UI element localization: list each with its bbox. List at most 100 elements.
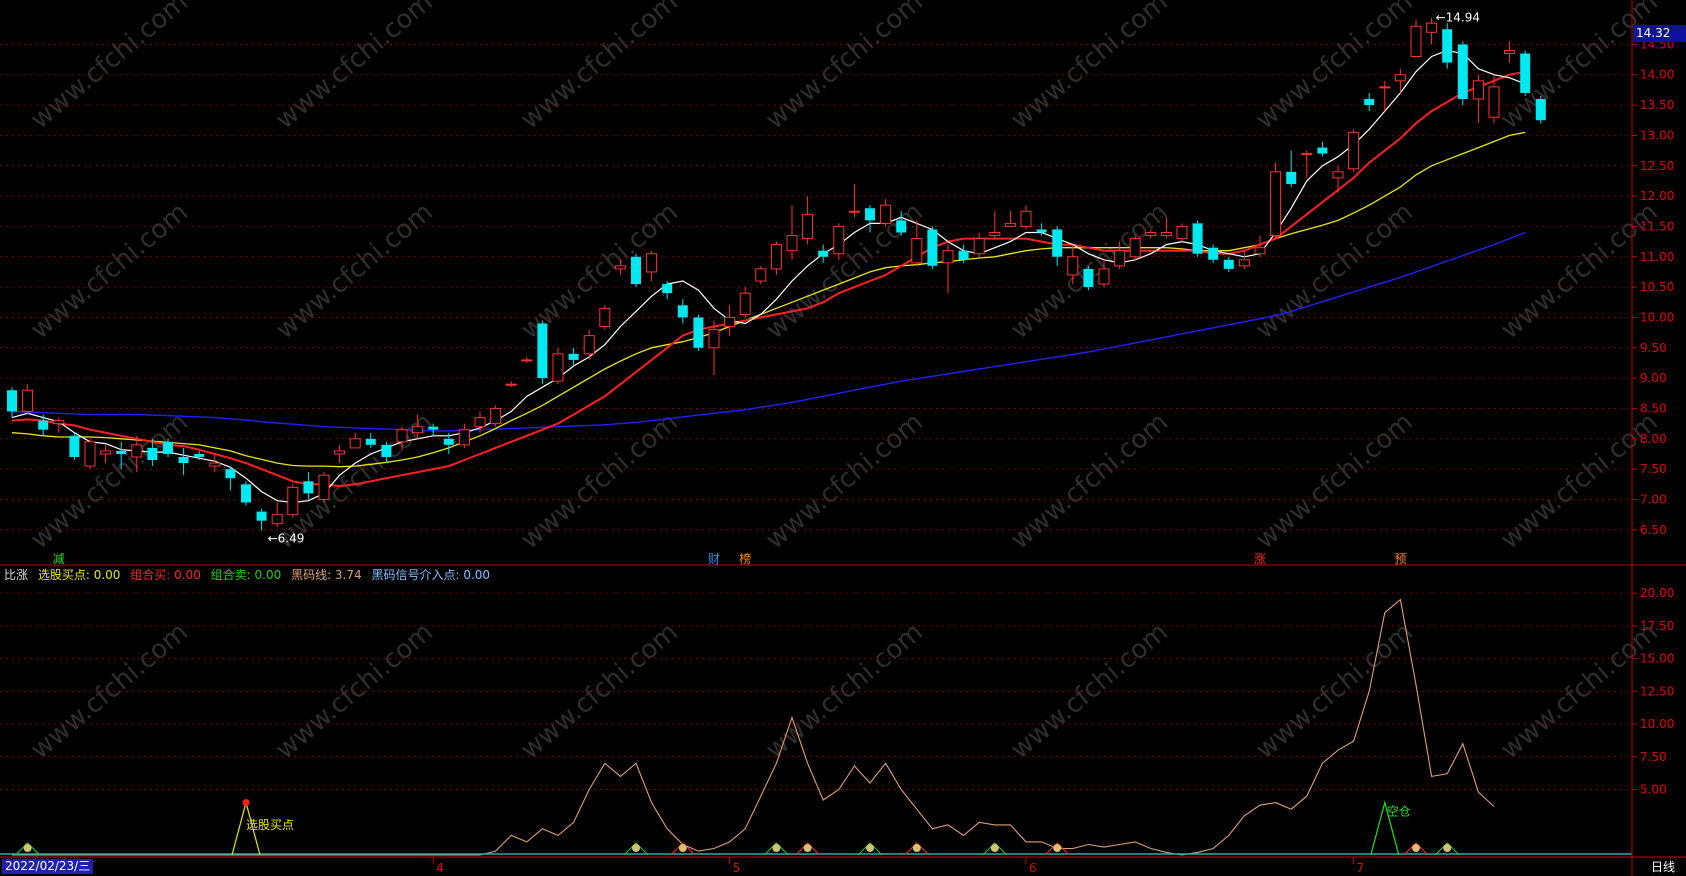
candle-body: [739, 292, 751, 315]
watermark-text: www.cfchi.com: [1005, 0, 1174, 135]
y-tick-label: 10.00: [1640, 717, 1674, 731]
candle-body: [490, 407, 502, 425]
candle: [396, 426, 408, 451]
candle: [802, 196, 814, 245]
watermark-text: www.cfchi.com: [760, 407, 929, 555]
candle-body: [1208, 247, 1219, 260]
candle: [381, 441, 392, 464]
candle-body: [318, 474, 330, 500]
candle-body: [896, 220, 907, 233]
candlesticks[interactable]: [7, 17, 1546, 531]
watermark-text: www.cfchi.com: [270, 0, 439, 135]
watermark-text: www.cfchi.com: [515, 407, 684, 555]
candle: [786, 205, 798, 260]
candle-body: [1176, 225, 1188, 240]
candle: [209, 453, 221, 473]
candle-body: [178, 456, 189, 464]
candle: [1004, 211, 1016, 227]
candle: [739, 287, 751, 318]
candle: [241, 481, 251, 506]
y-tick-label: 17.50: [1640, 619, 1674, 633]
event-marker: 涨: [1254, 551, 1266, 566]
candle: [1114, 241, 1126, 269]
candle-body: [1488, 86, 1500, 118]
y-tick-label: 9.00: [1640, 371, 1667, 385]
candle-body: [942, 250, 954, 264]
candle-body: [1052, 229, 1063, 257]
candle: [1535, 95, 1546, 124]
moving-average-lines: [11, 49, 1526, 504]
candle: [7, 387, 17, 418]
black-code-line: [12, 598, 1495, 856]
candle: [1332, 165, 1344, 194]
y-tick-label: 5.00: [1640, 783, 1667, 797]
indicator-markers: 选股买点 空仓: [15, 799, 1460, 856]
candle: [989, 211, 1001, 239]
candle: [1504, 41, 1516, 63]
event-marker: 榜: [739, 551, 751, 566]
empty-position-label: 空仓: [1387, 805, 1411, 819]
price-markers: ←6.49 ←14.94 减 财 榜 涨 预: [53, 11, 1480, 566]
candle: [537, 320, 548, 385]
candle: [1020, 205, 1032, 230]
price-grid: [0, 43, 1632, 531]
candle-body: [833, 225, 845, 255]
candle: [1286, 150, 1297, 187]
candle: [428, 423, 439, 436]
candle: [1254, 235, 1266, 257]
watermark-text: www.cfchi.com: [515, 0, 684, 135]
x-tick-label: 4: [436, 861, 444, 875]
candle-body: [1098, 268, 1110, 285]
candle-body: [786, 235, 798, 252]
candle-body: [22, 389, 34, 412]
candle: [1301, 150, 1313, 178]
candle-body: [194, 453, 205, 457]
candle: [38, 414, 49, 436]
candle-body: [818, 250, 829, 257]
candle: [194, 450, 205, 461]
candle: [1426, 17, 1438, 45]
candle-body: [69, 435, 80, 457]
signal-triangle: [1044, 842, 1070, 856]
candle-body: [1504, 49, 1516, 55]
candle: [365, 432, 376, 448]
candle-body: [646, 253, 658, 273]
ma10-line: [11, 70, 1526, 488]
candle-body: [1364, 99, 1375, 106]
y-tick-label: 7.00: [1640, 492, 1667, 506]
buy-point-dot: [242, 799, 250, 807]
candle-body: [1192, 223, 1203, 254]
candle-body: [755, 268, 767, 282]
candle: [599, 305, 611, 330]
candle: [646, 250, 658, 282]
candle-body: [1067, 256, 1079, 276]
candle-body: [1535, 99, 1546, 121]
money-bag-icon: [1412, 844, 1420, 852]
candle-body: [865, 208, 875, 221]
y-tick-label: 13.00: [1640, 128, 1674, 142]
candle: [1052, 226, 1063, 266]
y-tick-label: 14.00: [1640, 68, 1674, 82]
candle-body: [428, 426, 439, 430]
candle: [271, 502, 283, 527]
candle-body: [287, 486, 299, 516]
candle-body: [631, 256, 641, 285]
period-label[interactable]: 日线: [1650, 860, 1675, 874]
watermark-text: www.cfchi.com: [1005, 617, 1174, 765]
candle-body: [209, 462, 221, 467]
candle: [818, 244, 829, 263]
candle: [1270, 162, 1282, 239]
indicator-name[interactable]: 比涨: [4, 568, 29, 582]
candle: [100, 444, 112, 464]
candle-body: [1145, 231, 1157, 237]
x-tick-label: 5: [733, 861, 741, 875]
candle-body: [365, 438, 376, 445]
x-tick-label: 7: [1357, 861, 1365, 875]
candle-body: [708, 329, 720, 349]
candle-body: [381, 444, 392, 457]
candle-body: [505, 383, 517, 386]
y-tick-label: 11.00: [1640, 250, 1674, 264]
money-bag-icon: [1443, 844, 1452, 852]
candle: [770, 241, 782, 275]
